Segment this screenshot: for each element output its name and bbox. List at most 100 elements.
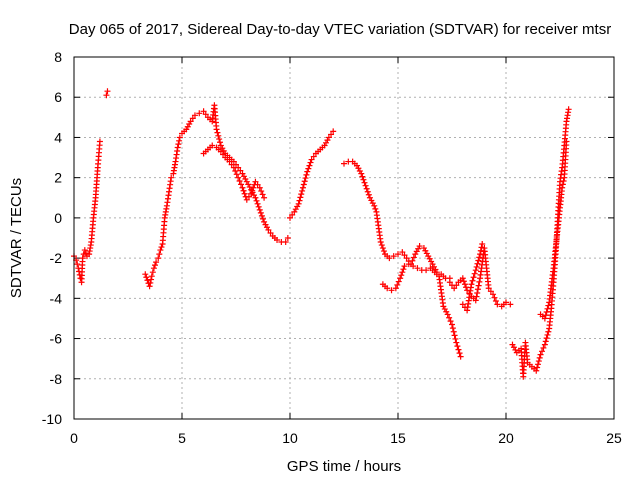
data-point-segment-7 <box>454 343 461 350</box>
data-point-segment-11 <box>563 138 570 145</box>
x-axis-label: GPS time / hours <box>287 458 401 475</box>
data-point-segment-6 <box>371 202 378 209</box>
data-point-segment-3 <box>254 200 261 207</box>
data-point-segment-4 <box>256 184 263 191</box>
data-point-segment-5 <box>299 184 306 191</box>
data-point-segment-6 <box>363 185 370 192</box>
data-point-segment-5 <box>300 181 307 188</box>
data-point-segment-3 <box>146 283 153 290</box>
data-point-segment-5 <box>297 194 304 201</box>
data-point-segment-3 <box>282 239 289 246</box>
data-point-segment-3 <box>255 203 262 210</box>
data-point-segment-3 <box>143 274 150 281</box>
data-point-segment-6 <box>358 170 365 177</box>
x-tick-label: 5 <box>178 430 186 446</box>
data-point-segment-8 <box>453 282 460 289</box>
data-point-segment-8 <box>494 301 501 308</box>
data-point-segment-1 <box>81 247 88 254</box>
data-point-segment-4 <box>230 164 237 171</box>
data-point-segment-8 <box>485 285 492 292</box>
data-point-segment-7 <box>449 321 455 328</box>
data-point-segment-8 <box>461 281 468 288</box>
data-point-segment-4 <box>228 161 235 168</box>
data-point-segment-4 <box>241 190 248 197</box>
data-point-segment-3 <box>152 262 158 269</box>
data-point-segment-3 <box>150 265 157 272</box>
data-point-segment-7 <box>414 265 421 272</box>
data-point-segment-4 <box>226 158 233 165</box>
data-point-segment-8 <box>474 289 481 296</box>
data-point-segment-7 <box>455 346 462 353</box>
data-point-segment-6 <box>361 179 368 186</box>
data-point-segment-4 <box>232 167 239 174</box>
data-point-segment-9 <box>474 260 481 267</box>
data-point-segment-5 <box>310 153 317 160</box>
data-point-segment-3 <box>267 229 274 236</box>
data-point-segment-4 <box>217 148 224 155</box>
data-point-segment-4 <box>233 171 240 178</box>
x-tick-label: 20 <box>498 430 514 446</box>
data-point-segment-6 <box>395 251 401 258</box>
data-point-segment-9 <box>468 281 475 288</box>
data-point-segment-11 <box>544 305 551 312</box>
data-point-segment-6 <box>416 243 423 250</box>
data-point-segment-10 <box>539 348 545 355</box>
data-point-segment-3 <box>191 112 198 119</box>
data-point-segment-3 <box>189 115 196 122</box>
y-tick-label: 6 <box>54 89 62 105</box>
data-point-segment-9 <box>477 247 484 254</box>
data-point-segment-5 <box>289 211 296 218</box>
data-point-segment-9 <box>469 277 476 284</box>
y-tick-label: 4 <box>54 129 62 145</box>
data-point-segment-8 <box>459 275 466 282</box>
data-point-segment-5 <box>287 214 293 221</box>
data-point-segment-3 <box>175 141 182 148</box>
data-point-segment-9 <box>479 241 486 248</box>
data-point-segment-6 <box>401 252 408 259</box>
data-point-segment-3 <box>216 136 223 143</box>
data-points <box>71 88 572 380</box>
data-point-segment-8 <box>491 294 498 301</box>
data-point-segment-5 <box>299 187 306 194</box>
data-point-segment-7 <box>400 266 407 273</box>
data-point-segment-5 <box>308 156 315 163</box>
data-point-segment-8 <box>475 282 482 289</box>
data-point-segment-6 <box>390 253 397 260</box>
data-point-segment-6 <box>410 254 417 261</box>
data-point-segment-3 <box>202 111 209 118</box>
data-point-segment-7 <box>394 281 401 288</box>
data-point-segment-5 <box>303 171 310 178</box>
data-point-segment-8 <box>507 301 514 308</box>
data-point-segment-2 <box>104 88 111 95</box>
data-point-segment-4 <box>236 178 243 185</box>
data-point-segment-8 <box>476 278 483 285</box>
data-point-segment-5 <box>304 168 311 175</box>
data-point-segment-5 <box>296 197 303 204</box>
data-point-segment-5 <box>328 131 335 138</box>
data-point-segment-3 <box>158 244 165 251</box>
data-point-segment-3 <box>176 134 183 141</box>
data-point-segment-10 <box>535 358 542 365</box>
data-point-segment-7 <box>397 275 404 282</box>
data-point-segment-3 <box>260 215 266 222</box>
data-point-segment-7 <box>450 328 457 335</box>
data-point-segment-7 <box>395 278 402 285</box>
data-point-segment-8 <box>487 288 494 295</box>
data-point-segment-3 <box>256 206 263 213</box>
data-point-segment-6 <box>362 182 369 189</box>
data-point-segment-6 <box>365 191 372 198</box>
data-point-segment-10 <box>542 338 549 345</box>
plot-frame <box>73 56 615 420</box>
data-point-segment-3 <box>144 277 151 284</box>
data-point-segment-10 <box>534 364 541 371</box>
x-tick-label: 0 <box>70 430 78 446</box>
data-point-segment-10 <box>534 361 541 368</box>
data-point-segment-3 <box>257 209 264 216</box>
y-tick-label: 2 <box>54 170 62 186</box>
data-point-segment-6 <box>403 255 410 262</box>
data-point-segment-9 <box>473 263 480 270</box>
data-point-segment-4 <box>239 184 246 191</box>
data-point-segment-6 <box>377 239 384 246</box>
data-point-segment-4 <box>248 190 255 197</box>
data-point-segment-7 <box>405 261 412 268</box>
